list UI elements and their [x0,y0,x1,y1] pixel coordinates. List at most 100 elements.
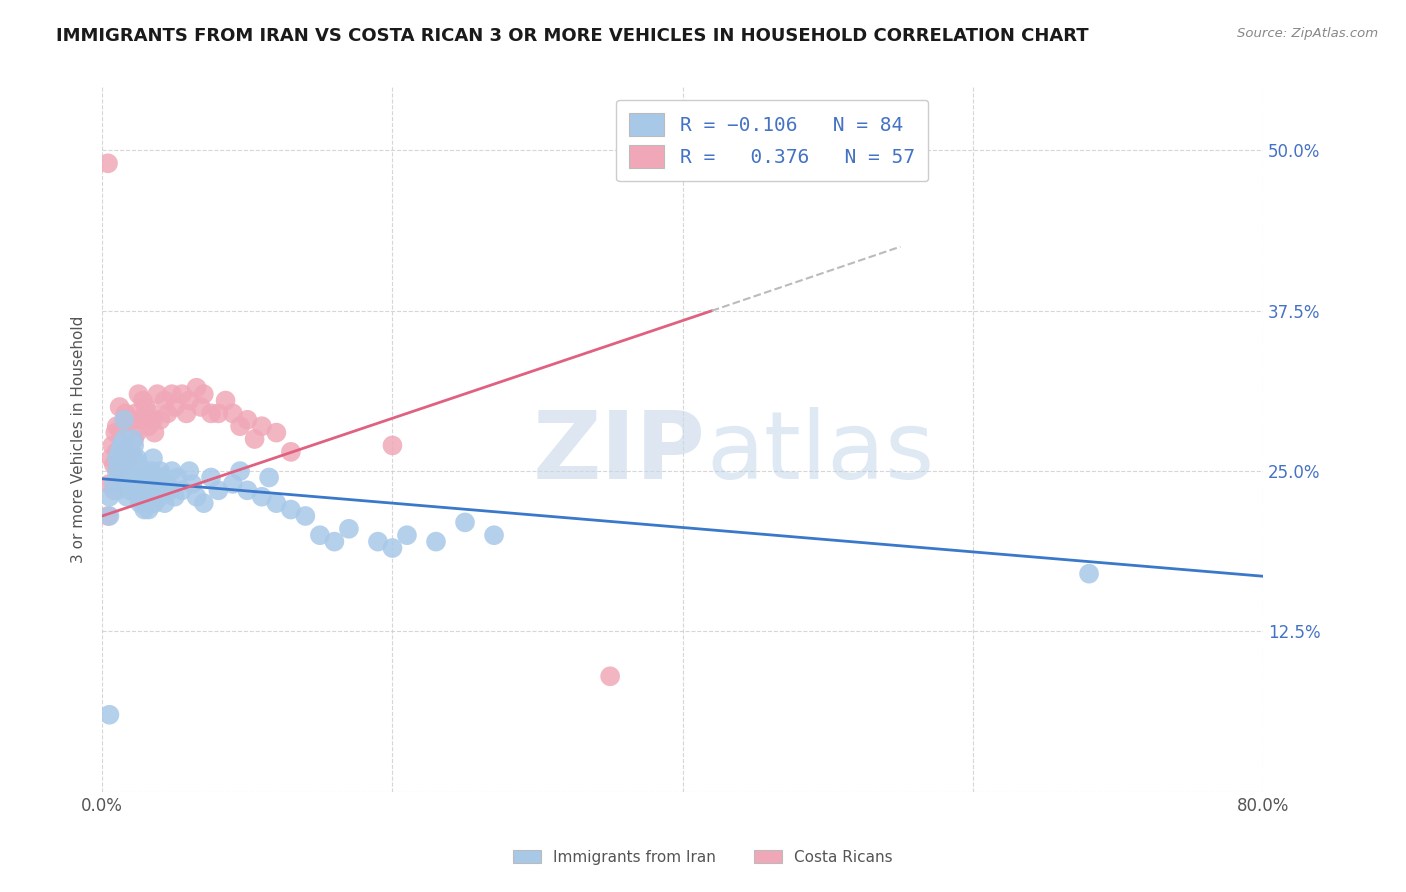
Point [117,470,139,484]
Point [110,425,132,440]
Point [97,508,120,523]
Point [110,470,132,484]
Text: atlas: atlas [706,407,934,500]
Point [135,400,157,414]
Point [294,508,316,523]
Point [280,502,302,516]
Point [138,419,160,434]
Point [132,393,155,408]
Point [124,483,146,498]
Point [120,477,142,491]
Point [193,496,215,510]
Point [129,413,152,427]
Point [131,483,153,498]
Point [114,477,136,491]
Point [159,483,181,498]
Point [98,707,121,722]
Point [105,451,128,466]
Legend: Immigrants from Iran, Costa Ricans: Immigrants from Iran, Costa Ricans [508,844,898,871]
Point [105,445,128,459]
Point [105,483,128,498]
Point [110,438,132,452]
Point [142,451,165,466]
Point [214,393,236,408]
Point [138,477,160,491]
Point [156,477,179,491]
Point [124,406,146,420]
Point [121,432,143,446]
Point [111,445,134,459]
Point [181,477,204,491]
Point [120,464,142,478]
Point [124,458,146,472]
Point [118,438,141,452]
Point [107,464,129,478]
Point [186,381,208,395]
Point [266,496,288,510]
Point [381,541,404,555]
Point [143,425,166,440]
Point [163,400,186,414]
Point [122,438,145,452]
Point [149,490,172,504]
Point [128,458,150,472]
Point [120,451,142,466]
Point [122,451,145,466]
Point [176,406,198,420]
Point [122,470,145,484]
Point [104,425,127,440]
Point [381,438,404,452]
Point [395,528,418,542]
Point [222,406,245,420]
Point [139,490,162,504]
Point [115,490,138,504]
Point [207,406,229,420]
Point [156,406,179,420]
Point [200,470,222,484]
Point [229,464,252,478]
Point [105,419,128,434]
Point [179,464,201,478]
Point [367,534,389,549]
Point [153,496,176,510]
Point [118,483,141,498]
Point [1078,566,1101,581]
Point [236,483,259,498]
Point [250,419,273,434]
Point [257,470,280,484]
Point [100,451,122,466]
Point [266,425,288,440]
Point [125,451,148,466]
Point [136,464,159,478]
Point [108,445,131,459]
Point [337,522,360,536]
Legend: R = −0.106   N = 84, R =   0.376   N = 57: R = −0.106 N = 84, R = 0.376 N = 57 [616,100,928,181]
Point [153,393,176,408]
Point [236,413,259,427]
Point [163,490,186,504]
Point [117,458,139,472]
Point [103,477,125,491]
Point [132,464,155,478]
Text: ZIP: ZIP [533,407,706,500]
Point [98,490,121,504]
Point [229,419,252,434]
Point [160,387,183,401]
Point [323,534,346,549]
Point [135,470,157,484]
Point [125,425,148,440]
Point [160,464,183,478]
Point [149,464,172,478]
Point [146,387,169,401]
Point [115,432,138,446]
Point [121,413,143,427]
Point [132,490,155,504]
Point [166,470,188,484]
Point [170,483,193,498]
Point [129,496,152,510]
Point [112,419,135,434]
Point [152,470,174,484]
Point [190,400,212,414]
Point [108,400,131,414]
Point [114,445,136,459]
